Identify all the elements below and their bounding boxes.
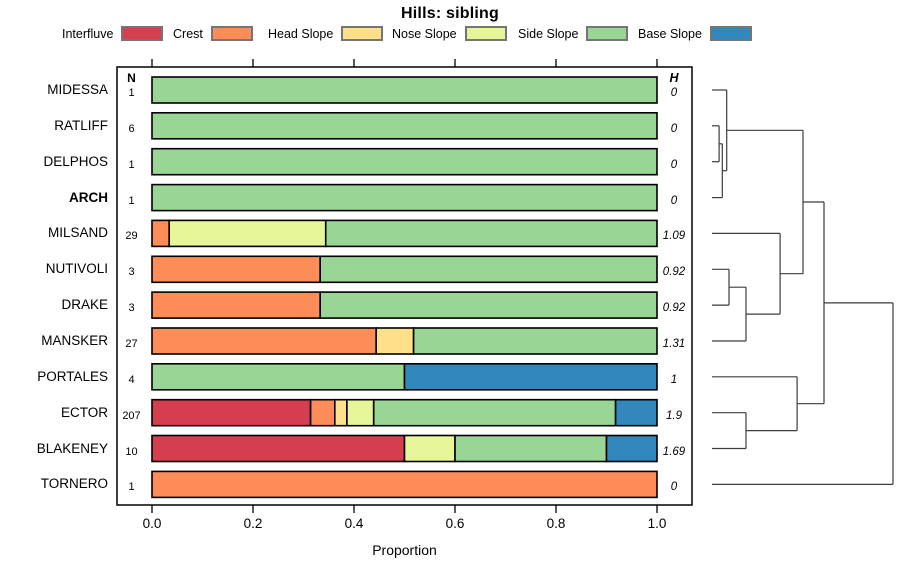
n-value-tornero: 1 (128, 481, 135, 494)
bar-segment-blakeney-interfluve (151, 434, 406, 463)
n-value-drake: 3 (128, 302, 135, 315)
bar-segment-nutivoli-crest (151, 255, 321, 284)
legend-label: Side Slope (518, 26, 579, 41)
legend-label: Head Slope (268, 26, 334, 41)
bar-segment-milsand-nose-slope (168, 219, 327, 248)
x-tick-label: 1.0 (647, 516, 667, 531)
n-value-milsand: 29 (125, 230, 138, 243)
legend-item-nose-slope: Nose Slope (392, 25, 507, 42)
n-value-portales: 4 (128, 373, 135, 386)
x-tick-label: 0.2 (243, 516, 263, 531)
bar-segment-portales-base-slope (403, 362, 658, 391)
n-value-mansker: 27 (125, 337, 138, 350)
n-value-arch: 1 (128, 194, 135, 207)
h-value-mansker: 1.31 (662, 337, 686, 350)
legend-label: Nose Slope (392, 26, 457, 41)
interfluve-swatch-icon (121, 26, 164, 41)
n-value-ector: 207 (122, 409, 141, 422)
crest-swatch-icon (210, 26, 253, 41)
h-value-nutivoli: 0.92 (662, 266, 686, 279)
bar-segment-drake-side-slope (319, 291, 658, 319)
bar-segment-drake-crest (151, 291, 321, 319)
legend-label: Interfluve (62, 26, 114, 41)
nose-slope-swatch-icon (464, 26, 507, 41)
row-label-ector: ECTOR (60, 404, 108, 420)
bar-segment-ector-interfluve (151, 398, 312, 427)
bar-segment-mansker-crest (151, 327, 377, 355)
bar-segment-ector-side-slope (372, 398, 617, 427)
bar-segment-mansker-head-slope (375, 327, 415, 355)
bar-segment-tornero-crest (151, 470, 658, 499)
bar-segment-portales-side-slope (151, 362, 406, 391)
row-label-portales: PORTALES (37, 368, 108, 384)
n-value-blakeney: 10 (125, 445, 138, 458)
h-value-delphos: 0 (670, 158, 678, 171)
row-label-mansker: MANSKER (41, 332, 108, 348)
bar-segment-blakeney-base-slope (605, 434, 658, 463)
bar-segment-ector-crest (309, 398, 336, 427)
n-value-midessa: 1 (128, 87, 135, 99)
bar-segment-milsand-side-slope (324, 219, 658, 248)
h-value-tornero: 0 (670, 481, 678, 494)
bar-segment-delphos-side-slope (151, 147, 658, 176)
h-value-drake: 0.92 (662, 302, 686, 315)
legend-item-side-slope: Side Slope (518, 25, 629, 42)
bar-segment-nutivoli-side-slope (319, 255, 658, 284)
plot-box (116, 66, 693, 506)
row-label-drake: DRAKE (61, 297, 108, 313)
x-axis-title: Proportion (372, 542, 437, 558)
x-tick-label: 0.8 (546, 516, 566, 531)
side-slope-swatch-icon (586, 26, 629, 41)
bar-segment-ector-nose-slope (346, 398, 375, 427)
bar-segment-arch-side-slope (151, 183, 658, 212)
bar-segment-ector-head-slope (333, 398, 348, 427)
n-column-header: N (127, 71, 136, 85)
n-value-delphos: 1 (128, 158, 135, 171)
legend-item-base-slope: Base Slope (638, 25, 752, 42)
legend-item-crest: Crest (173, 25, 253, 42)
bar-segment-milsand-crest (151, 219, 171, 248)
row-label-delphos: DELPHOS (43, 153, 108, 169)
legend-label: Crest (173, 26, 203, 41)
legend-item-head-slope: Head Slope (268, 25, 384, 42)
h-value-ector: 1.9 (666, 409, 682, 422)
h-value-arch: 0 (670, 194, 678, 207)
n-value-nutivoli: 3 (128, 266, 135, 279)
row-label-milsand: MILSAND (47, 225, 108, 241)
row-label-arch: ARCH (69, 189, 108, 205)
x-tick-label: 0.6 (445, 516, 465, 531)
bar-segment-ratliff-side-slope (151, 112, 658, 140)
h-value-ratliff: 0 (670, 122, 678, 135)
x-tick-label: 0.0 (142, 516, 162, 531)
head-slope-swatch-icon (341, 26, 384, 41)
row-label-midessa: MIDESSA (47, 82, 108, 97)
h-value-midessa: 0 (670, 87, 678, 99)
bar-segment-blakeney-nose-slope (403, 434, 456, 463)
h-column-header: H (669, 71, 679, 85)
h-value-portales: 1 (670, 373, 678, 386)
x-tick-label: 0.4 (344, 516, 364, 531)
h-value-blakeney: 1.69 (662, 445, 686, 458)
row-label-nutivoli: NUTIVOLI (45, 261, 108, 277)
bar-segment-mansker-side-slope (412, 327, 658, 355)
legend-item-interfluve: Interfluve (62, 25, 164, 42)
row-label-blakeney: BLAKENEY (36, 440, 108, 456)
chart-title: Hills: sibling (401, 5, 499, 22)
h-value-milsand: 1.09 (662, 230, 686, 243)
bar-segment-blakeney-side-slope (454, 434, 608, 463)
base-slope-swatch-icon (709, 26, 752, 41)
bar-segment-midessa-side-slope (151, 76, 658, 104)
row-label-tornero: TORNERO (40, 476, 108, 492)
bar-segment-ector-base-slope (614, 398, 658, 427)
legend-label: Base Slope (638, 26, 702, 41)
row-label-ratliff: RATLIFF (54, 117, 108, 133)
n-value-ratliff: 6 (128, 122, 135, 135)
